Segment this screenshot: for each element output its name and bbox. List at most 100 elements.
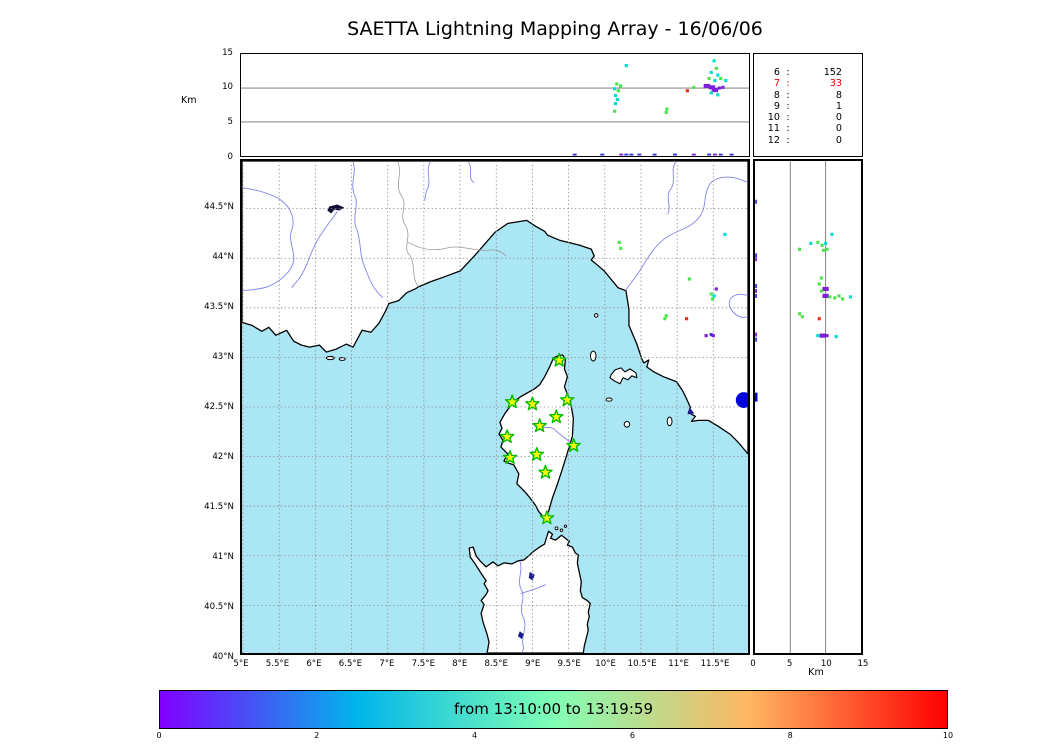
count-value: 152 <box>823 67 842 78</box>
ground-level-mark <box>691 153 696 156</box>
longitude-tick-label: 9.5°E <box>557 659 581 669</box>
ground-level-mark <box>755 199 758 204</box>
island-maddalena <box>554 526 559 531</box>
ground-level-mark <box>729 153 734 156</box>
ground-level-mark <box>637 153 642 156</box>
ground-level-mark <box>755 284 758 289</box>
lma-station-star <box>539 510 555 525</box>
lightning-source-point <box>837 294 841 298</box>
altitude-axis-label-top: Km <box>181 95 197 106</box>
longitude-tick-label: 8.5°E <box>484 659 508 669</box>
lightning-source-point <box>711 88 719 93</box>
large-point-edge-mark <box>755 392 758 402</box>
longitude-tick-label: 8°E <box>452 659 468 669</box>
lightning-source-point <box>711 334 715 338</box>
count-level: 12 <box>767 134 780 146</box>
ground-level-mark <box>600 153 605 156</box>
lightning-source-point <box>819 289 823 293</box>
altitude-latitude-plot <box>755 161 852 653</box>
lightning-source-point <box>817 317 821 321</box>
island-montecristo <box>623 421 631 428</box>
count-row: 8:8 <box>754 90 862 101</box>
lightning-source-point <box>615 98 620 102</box>
altitude-tick-label: 0 <box>227 151 233 162</box>
lightning-source-point <box>817 282 821 286</box>
ground-level-mark <box>755 257 758 262</box>
latitude-tick-label: 43.5°N <box>204 301 234 312</box>
lightning-source-point <box>708 85 716 90</box>
lightning-source-point <box>830 232 834 236</box>
longitude-tick-label: 6°E <box>306 659 322 669</box>
longitude-tick-label: 10.5°E <box>627 659 657 669</box>
count-colon: : <box>786 112 790 124</box>
lightning-source-point <box>828 295 832 299</box>
latitude-tick-label: 44.5°N <box>204 201 234 212</box>
lightning-source-point <box>824 241 828 245</box>
colorbar-tick-label: 8 <box>787 731 793 740</box>
lightning-source-point <box>825 334 829 338</box>
lightning-source-point <box>819 276 823 280</box>
colorbar-tick-label: 10 <box>942 731 954 740</box>
lightning-source-point <box>833 296 837 300</box>
lightning-source-point <box>615 82 619 86</box>
lightning-source-point <box>664 110 668 115</box>
longitude-tick-label: 9°E <box>525 659 541 669</box>
longitude-tick-label: 5°E <box>233 659 249 669</box>
lightning-source-point <box>665 107 669 111</box>
lightning-source-point <box>714 287 718 291</box>
lightning-source-point <box>819 333 826 338</box>
colorbar-tick-label: 2 <box>314 731 320 740</box>
latitude-tick-label: 40°N <box>212 652 234 663</box>
count-colon: : <box>786 100 790 112</box>
longitude-tick-label: 11.5°E <box>700 659 730 669</box>
lightning-source-point <box>716 73 720 77</box>
island-capraia <box>589 350 597 362</box>
count-colon: : <box>786 67 790 78</box>
count-value: 0 <box>835 134 842 146</box>
coastline-sardinia <box>468 530 591 653</box>
altitude-axis-label-bottom: Km <box>808 667 824 678</box>
lightning-source-point <box>704 334 708 338</box>
count-level: 11 <box>767 123 780 135</box>
country-borders <box>397 161 507 287</box>
lightning-source-point <box>703 83 711 89</box>
colorbar-tick-label: 4 <box>472 731 478 740</box>
coastline-elba <box>609 367 638 385</box>
lightning-source-point <box>797 312 802 316</box>
count-colon: : <box>786 78 790 90</box>
count-level: 8 <box>773 89 780 101</box>
lightning-source-point <box>719 76 723 81</box>
count-row: 12: 0 <box>754 135 862 146</box>
lightning-source-point <box>709 91 713 95</box>
lma-station-star <box>499 429 515 444</box>
longitude-tick-label: 6.5°E <box>338 659 363 669</box>
count-row: 11: 0 <box>754 123 862 134</box>
altitude-km-tick-label: 10 <box>820 659 832 669</box>
count-row: 9: 1 <box>754 101 862 112</box>
lightning-source-point <box>721 85 725 89</box>
lightning-source-point <box>616 89 620 93</box>
latitude-tick-label: 42.5°N <box>204 401 234 412</box>
altitude-km-tick-label: 15 <box>857 659 869 669</box>
altitude-tick-label: 10 <box>222 82 233 93</box>
lightning-source-point <box>821 248 826 252</box>
count-row: 7: 33 <box>754 78 862 89</box>
longitude-tick-label: 11°E <box>668 659 689 669</box>
lightning-source-point <box>717 86 721 90</box>
lightning-source-point <box>709 70 713 75</box>
lma-station-star <box>566 438 581 452</box>
ground-level-mark <box>629 153 634 156</box>
ground-level-mark <box>707 153 712 156</box>
lma-station-star <box>525 396 540 411</box>
lightning-source-point <box>709 333 713 337</box>
ground-level-mark <box>755 293 758 298</box>
lightning-source-point <box>712 59 716 63</box>
lightning-source-point <box>820 243 824 247</box>
colorbar-tick-label: 6 <box>629 731 635 740</box>
lightning-source-point <box>723 232 727 236</box>
lightning-source-point <box>707 76 711 81</box>
lightning-source-point <box>624 64 628 68</box>
lightning-source-point <box>713 79 717 83</box>
lake-sardinia-south <box>517 631 524 640</box>
altitude-longitude-plot <box>241 59 749 156</box>
